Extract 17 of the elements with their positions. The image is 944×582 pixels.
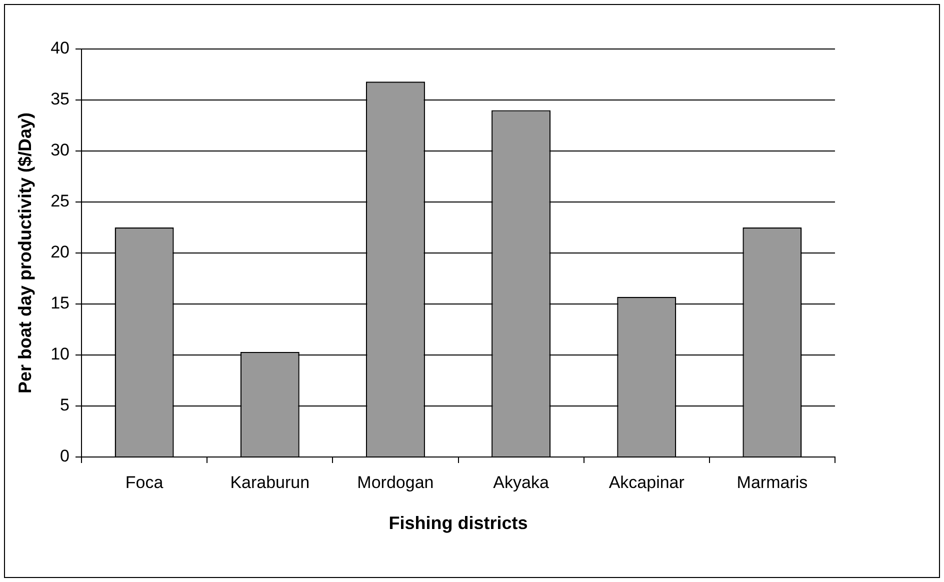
y-tick-label: 25	[50, 192, 70, 211]
x-tick-label: Marmaris	[736, 472, 808, 492]
x-tick-label: Akcapinar	[608, 472, 685, 492]
y-tick-label: 20	[50, 242, 70, 262]
y-tick-label: 40	[50, 38, 70, 58]
y-tick-label: 15	[50, 294, 70, 313]
x-tick-label: Mordogan	[357, 472, 434, 492]
y-tick-label: 0	[60, 446, 70, 466]
y-tick-label: 5	[60, 396, 70, 415]
y-tick-label: 30	[50, 140, 70, 160]
y-tick-label: 10	[50, 344, 70, 364]
y-tick-label: 35	[50, 90, 70, 109]
y-axis-title: Per boat day productivity ($/Day)	[14, 112, 35, 394]
x-axis-title: Fishing districts	[388, 513, 528, 534]
x-tick-label: Akyaka	[493, 472, 550, 492]
x-tick-label: Foca	[125, 472, 164, 492]
x-tick-label: Karaburun	[230, 472, 310, 492]
